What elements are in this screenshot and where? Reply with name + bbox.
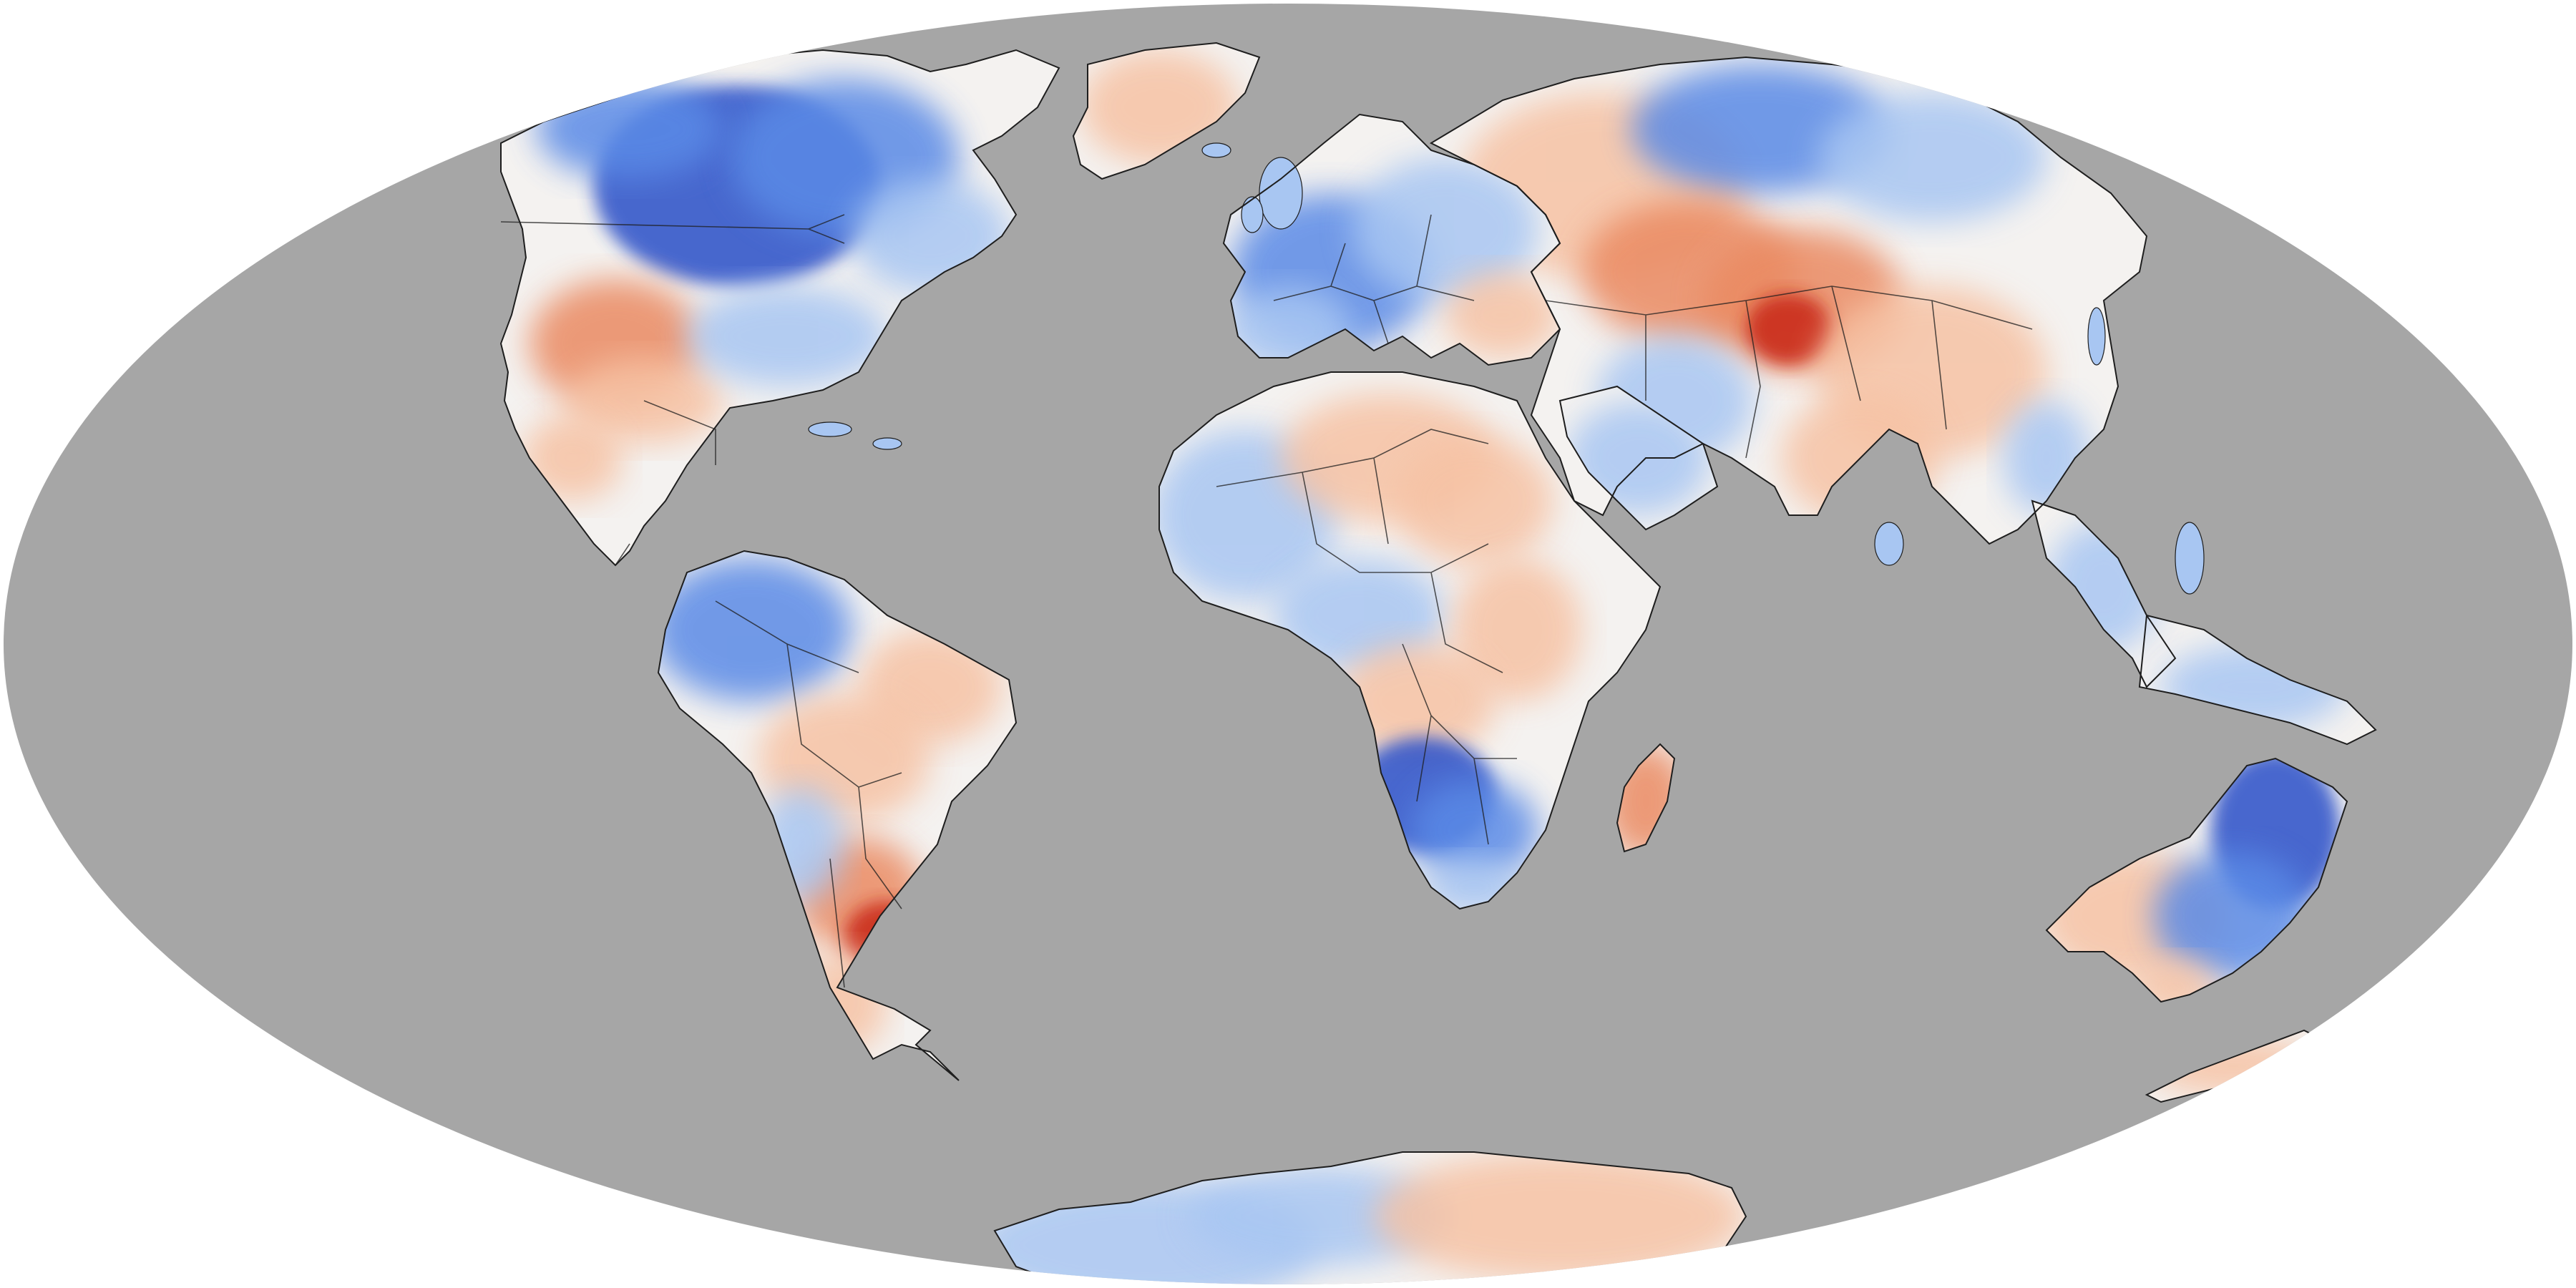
- an-coastline: [993, 1151, 1747, 1284]
- islands: [808, 142, 2205, 595]
- europe: [1224, 114, 1560, 365]
- africa: [1159, 372, 1660, 909]
- eu-coastline: [1222, 113, 1561, 366]
- sa-coastline: [657, 550, 1018, 1081]
- na-coastline: [499, 49, 1060, 567]
- asia: [1431, 57, 2147, 544]
- md-coastline: [1616, 743, 1676, 853]
- af-coastline: [1158, 371, 1662, 910]
- gl-coastline: [1072, 42, 1261, 180]
- sea-coastline: [2031, 499, 2377, 746]
- na-borders: [500, 214, 845, 566]
- as-coastline: [1429, 56, 2148, 545]
- au-coastline: [2045, 757, 2348, 1003]
- ar-coastline: [1558, 385, 1719, 531]
- north-america: [500, 50, 1059, 566]
- antarctica: [995, 1152, 1746, 1284]
